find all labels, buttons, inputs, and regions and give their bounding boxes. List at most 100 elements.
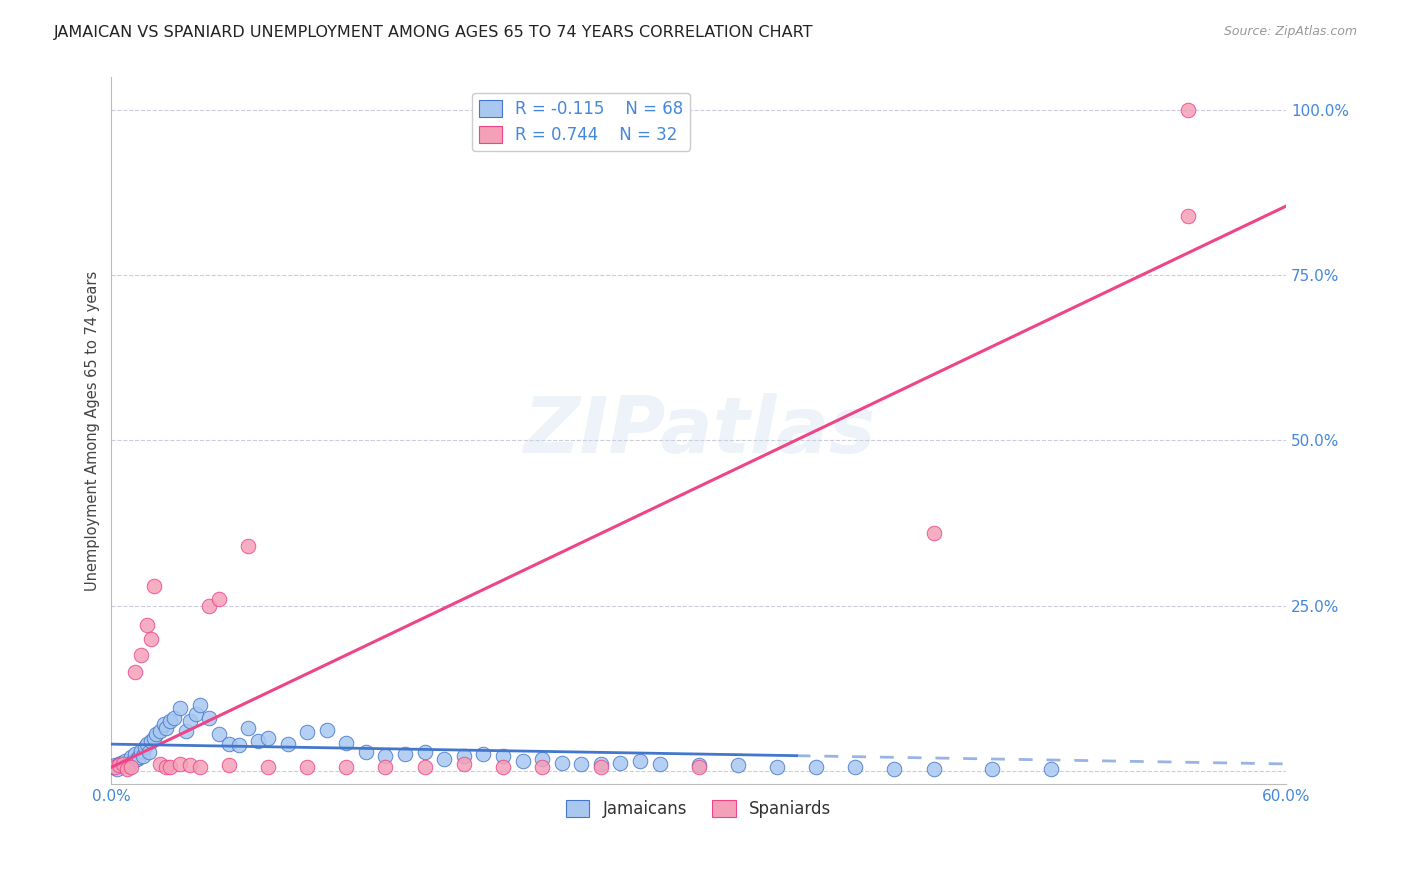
Point [218, 758, 240, 772]
Point [648, 756, 671, 771]
Point [134, 740, 156, 755]
Point [112, 759, 135, 773]
Point [688, 758, 710, 772]
Text: Source: ZipAtlas.com: Source: ZipAtlas.com [1223, 25, 1357, 38]
Point [138, 745, 160, 759]
Point [277, 737, 299, 751]
Point [159, 760, 181, 774]
Point [335, 736, 357, 750]
Point [295, 760, 318, 774]
Point [981, 762, 1004, 776]
Point [112, 756, 135, 771]
Point [179, 714, 201, 728]
Point [169, 701, 191, 715]
Point [569, 756, 592, 771]
Point [727, 758, 749, 772]
Point [413, 745, 436, 759]
Point [472, 747, 495, 761]
Point [155, 760, 177, 774]
Point [188, 698, 211, 712]
Point [184, 707, 207, 722]
Point [115, 762, 138, 776]
Point [124, 747, 146, 761]
Point [394, 747, 416, 761]
Point [374, 749, 396, 764]
Point [128, 750, 150, 764]
Point [922, 762, 945, 776]
Point [104, 760, 127, 774]
Point [589, 760, 612, 774]
Point [139, 632, 162, 646]
Point [169, 756, 191, 771]
Point [129, 648, 152, 662]
Point [247, 734, 270, 748]
Text: JAMAICAN VS SPANIARD UNEMPLOYMENT AMONG AGES 65 TO 74 YEARS CORRELATION CHART: JAMAICAN VS SPANIARD UNEMPLOYMENT AMONG … [53, 25, 813, 40]
Point [238, 721, 260, 735]
Point [135, 737, 157, 751]
Point [132, 749, 155, 764]
Point [804, 760, 827, 774]
Point [609, 756, 631, 770]
Point [315, 723, 337, 737]
Point [335, 760, 357, 774]
Point [110, 756, 132, 770]
Text: ZIPatlas: ZIPatlas [523, 392, 875, 468]
Point [512, 754, 534, 768]
Point [883, 762, 905, 776]
Point [238, 539, 260, 553]
Point [550, 756, 572, 770]
Point [104, 758, 127, 772]
Point [145, 727, 167, 741]
Point [188, 760, 211, 774]
Point [122, 754, 145, 768]
Point [1177, 103, 1199, 118]
Point [108, 756, 131, 771]
Point [492, 760, 515, 774]
Point [208, 727, 231, 741]
Point [354, 745, 377, 759]
Point [218, 737, 240, 751]
Point [295, 725, 318, 739]
Point [120, 750, 142, 764]
Point [688, 760, 710, 774]
Point [143, 579, 166, 593]
Point [766, 760, 789, 774]
Y-axis label: Unemployment Among Ages 65 to 74 years: Unemployment Among Ages 65 to 74 years [86, 270, 100, 591]
Point [257, 760, 280, 774]
Legend: Jamaicans, Spaniards: Jamaicans, Spaniards [560, 793, 838, 825]
Point [208, 591, 231, 606]
Point [149, 756, 172, 771]
Point [159, 714, 181, 728]
Point [115, 756, 138, 771]
Point [922, 525, 945, 540]
Point [413, 760, 436, 774]
Point [628, 754, 651, 768]
Point [114, 754, 136, 768]
Point [589, 756, 612, 771]
Point [1040, 762, 1063, 776]
Point [174, 723, 197, 738]
Point [198, 599, 221, 613]
Point [257, 731, 280, 745]
Point [228, 739, 250, 753]
Point [492, 749, 515, 764]
Point [124, 665, 146, 679]
Point [1177, 209, 1199, 223]
Point [108, 758, 131, 772]
Point [179, 758, 201, 772]
Point [198, 711, 221, 725]
Point [129, 744, 152, 758]
Point [453, 749, 475, 764]
Point [135, 618, 157, 632]
Point [153, 717, 176, 731]
Point [103, 760, 125, 774]
Point [120, 760, 142, 774]
Point [105, 762, 128, 776]
Point [163, 711, 186, 725]
Point [453, 756, 475, 771]
Point [118, 758, 141, 772]
Point [844, 760, 866, 774]
Point [139, 734, 162, 748]
Point [125, 752, 148, 766]
Point [374, 760, 396, 774]
